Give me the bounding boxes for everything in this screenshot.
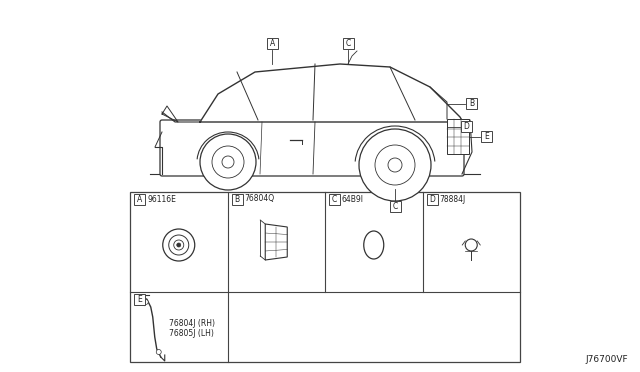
Text: E: E xyxy=(137,295,142,304)
Bar xyxy=(267,38,278,49)
Text: D: D xyxy=(463,122,469,131)
Circle shape xyxy=(143,299,148,305)
Text: A: A xyxy=(137,195,142,204)
Circle shape xyxy=(465,239,477,251)
Bar xyxy=(447,119,469,154)
Text: B: B xyxy=(469,99,474,108)
Bar xyxy=(134,294,145,305)
Text: B: B xyxy=(234,195,239,204)
Text: C: C xyxy=(346,39,351,48)
Circle shape xyxy=(169,235,189,255)
Bar xyxy=(134,194,145,205)
Bar xyxy=(232,194,243,205)
Circle shape xyxy=(173,240,184,250)
Text: 76804Q: 76804Q xyxy=(244,195,275,203)
Polygon shape xyxy=(265,224,287,260)
Circle shape xyxy=(163,229,195,261)
Text: A: A xyxy=(270,39,275,48)
Bar xyxy=(466,98,477,109)
Text: 76804J (RH): 76804J (RH) xyxy=(169,318,215,327)
Bar xyxy=(130,192,520,362)
Text: D: D xyxy=(429,195,435,204)
Circle shape xyxy=(200,134,256,190)
Circle shape xyxy=(359,129,431,201)
Bar xyxy=(329,194,340,205)
Polygon shape xyxy=(200,64,463,122)
Bar xyxy=(481,131,492,142)
Ellipse shape xyxy=(364,231,384,259)
Text: 64B9I: 64B9I xyxy=(342,195,364,203)
Circle shape xyxy=(388,158,402,172)
Text: J76700VF: J76700VF xyxy=(586,355,628,364)
Circle shape xyxy=(212,146,244,178)
Bar xyxy=(390,201,401,212)
Text: 76805J (LH): 76805J (LH) xyxy=(169,328,214,337)
Circle shape xyxy=(222,156,234,168)
Circle shape xyxy=(177,243,180,247)
Text: E: E xyxy=(484,132,489,141)
FancyBboxPatch shape xyxy=(160,120,464,176)
Circle shape xyxy=(156,350,161,355)
Text: C: C xyxy=(332,195,337,204)
Bar xyxy=(426,194,438,205)
Circle shape xyxy=(375,145,415,185)
Bar xyxy=(461,121,472,132)
Text: C: C xyxy=(393,202,398,211)
Text: 78884J: 78884J xyxy=(440,195,466,203)
Text: 96116E: 96116E xyxy=(147,195,176,203)
Bar xyxy=(343,38,354,49)
